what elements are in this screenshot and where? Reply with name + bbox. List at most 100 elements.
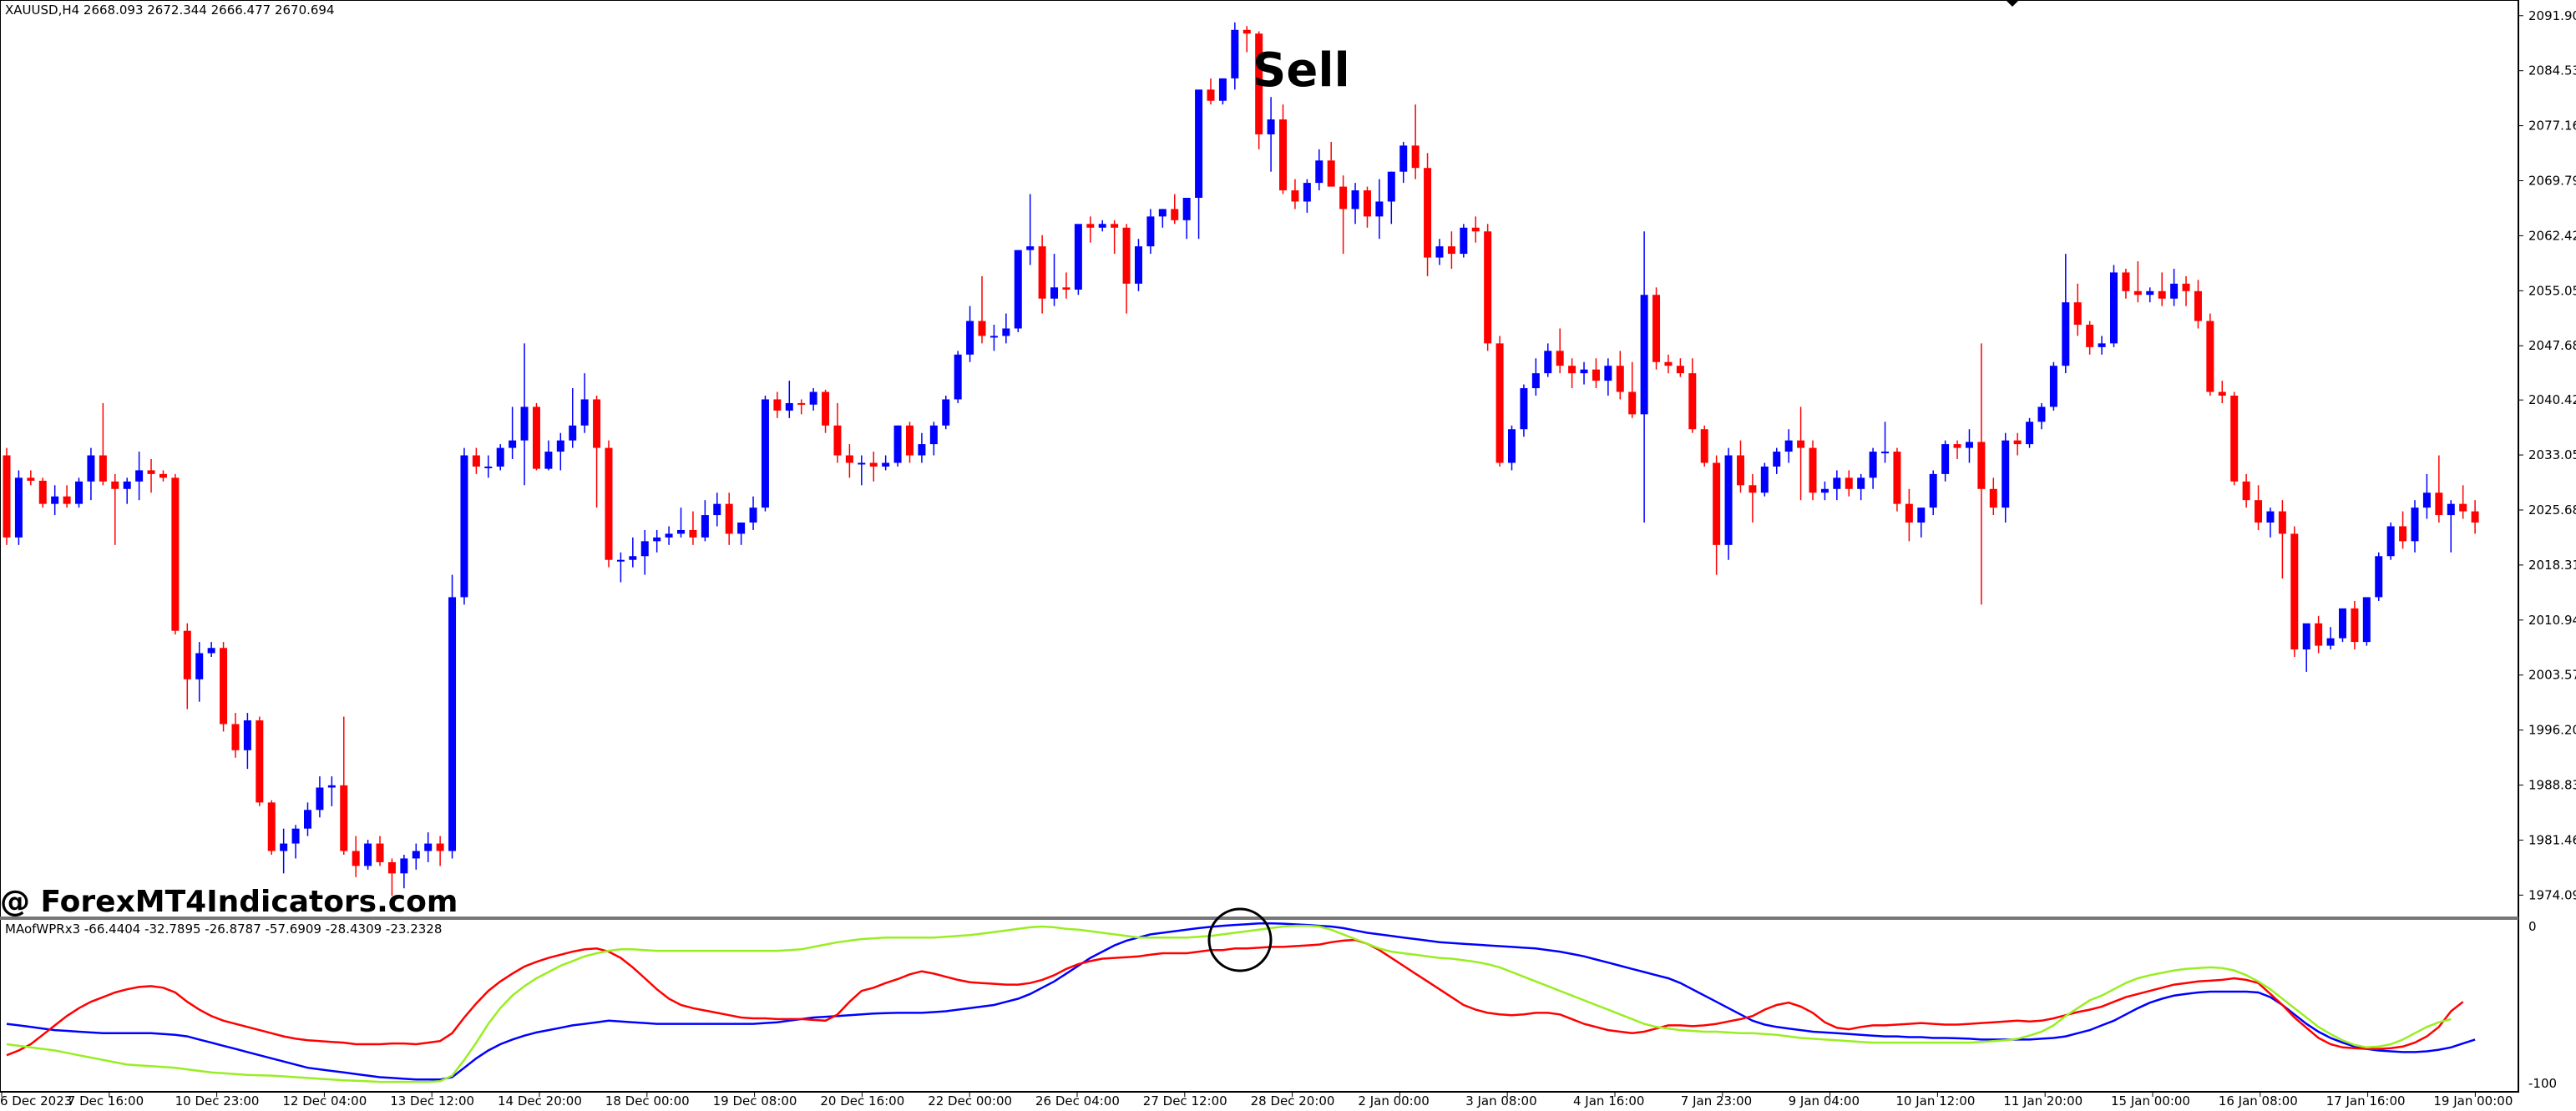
candle-body xyxy=(1833,477,1841,489)
price-tick-label: 2062.420 xyxy=(2528,228,2576,243)
candle-body xyxy=(1207,89,1215,101)
candle-body xyxy=(1242,29,1251,34)
candle-body xyxy=(412,851,420,859)
candle-body xyxy=(2218,391,2226,396)
candle-body xyxy=(689,529,697,538)
candle-body xyxy=(2073,302,2082,326)
candle-body xyxy=(2013,440,2022,445)
candle-body xyxy=(893,425,902,463)
candle-body xyxy=(2447,503,2455,516)
candle-body xyxy=(1784,440,1793,452)
time-tick-label: 19 Dec 08:00 xyxy=(713,1093,797,1108)
candle-body xyxy=(1520,388,1528,430)
candle-body xyxy=(291,828,300,844)
candle-body xyxy=(340,785,348,851)
candle-body xyxy=(532,407,540,469)
time-tick-label: 19 Jan 00:00 xyxy=(2433,1093,2513,1108)
candle-body xyxy=(1977,442,1986,489)
candle-body xyxy=(1195,89,1203,198)
candle-body xyxy=(544,452,553,469)
candle-body xyxy=(1315,160,1323,184)
candle-body xyxy=(2326,638,2335,646)
candle-body xyxy=(183,630,191,679)
price-tick-label: 1981.460 xyxy=(2528,832,2576,847)
candle-body xyxy=(1134,246,1142,284)
candle-body xyxy=(2362,597,2371,643)
candle-body xyxy=(424,843,433,851)
candle-body xyxy=(1424,168,1432,258)
candle-body xyxy=(484,466,493,468)
candle-body xyxy=(1845,477,1853,489)
candle-body xyxy=(1182,197,1191,220)
candle-body xyxy=(822,391,830,426)
candle-body xyxy=(75,481,84,504)
candle-body xyxy=(2290,533,2299,650)
price-tick-label: 2069.790 xyxy=(2528,174,2576,189)
candle-body xyxy=(1327,160,1335,187)
candle-body xyxy=(1351,190,1359,210)
candle-body xyxy=(99,455,107,482)
candle-body xyxy=(1375,201,1384,217)
price-tick-label: 2084.530 xyxy=(2528,63,2576,78)
candle-body xyxy=(1484,231,1492,344)
candle-body xyxy=(1531,373,1540,389)
candle-body xyxy=(918,444,926,456)
candle-body xyxy=(1303,183,1311,202)
candle-body xyxy=(1544,351,1552,374)
candle-body xyxy=(1122,227,1131,284)
candle-body xyxy=(14,477,23,538)
candle-body xyxy=(123,481,131,489)
candle-body xyxy=(1387,171,1395,202)
candle-body xyxy=(2411,508,2419,542)
candle-body xyxy=(2062,302,2070,366)
candle-body xyxy=(2302,623,2310,650)
candle-body xyxy=(1231,29,1239,78)
candle-body xyxy=(280,843,288,851)
candle-body xyxy=(2122,272,2130,291)
candle-body xyxy=(1399,145,1408,172)
candle-body xyxy=(845,455,853,463)
candle-body xyxy=(448,597,457,851)
candle-body xyxy=(869,462,878,467)
candle-body xyxy=(1857,477,1865,489)
candle-body xyxy=(1736,455,1744,486)
candle-body xyxy=(713,503,721,516)
candle-body xyxy=(785,402,793,411)
time-tick-label: 7 Dec 16:00 xyxy=(68,1093,144,1108)
candle-body xyxy=(2399,526,2407,542)
candle-body xyxy=(665,533,673,538)
indicator-tick-label: 0 xyxy=(2528,919,2537,934)
candle-body xyxy=(629,556,637,560)
candle-body xyxy=(1038,246,1046,299)
candle-body xyxy=(1171,209,1179,220)
candle-body xyxy=(2170,283,2179,299)
candle-body xyxy=(207,648,215,654)
candle-body xyxy=(2182,283,2190,291)
candle-body xyxy=(605,447,613,560)
candle-body xyxy=(1953,444,1961,448)
price-tick-label: 1988.830 xyxy=(2528,778,2576,793)
candle-body xyxy=(1074,224,1082,290)
candle-body xyxy=(1255,33,1263,134)
price-tick-label: 2077.160 xyxy=(2528,119,2576,134)
candle-body xyxy=(2049,366,2057,407)
candle-body xyxy=(1471,227,1480,232)
candle-body xyxy=(1411,145,1420,169)
candle-body xyxy=(376,843,384,862)
candle-body xyxy=(1664,361,1673,366)
time-tick-label: 10 Jan 12:00 xyxy=(1895,1093,1975,1108)
chart-shift-marker-icon[interactable] xyxy=(2006,0,2019,7)
candle-body xyxy=(978,321,986,336)
candle-body xyxy=(1604,366,1612,381)
indicator-line xyxy=(6,938,2464,1057)
candle-body xyxy=(858,462,866,465)
candle-body xyxy=(1809,447,1817,493)
time-tick-label: 6 Dec 2023 xyxy=(0,1093,72,1108)
candle-body xyxy=(580,399,589,426)
candle-body xyxy=(1580,369,1588,374)
candle-body xyxy=(2242,481,2250,501)
time-tick-label: 20 Dec 16:00 xyxy=(820,1093,904,1108)
candle-body xyxy=(3,455,11,538)
candle-body xyxy=(1676,366,1684,374)
